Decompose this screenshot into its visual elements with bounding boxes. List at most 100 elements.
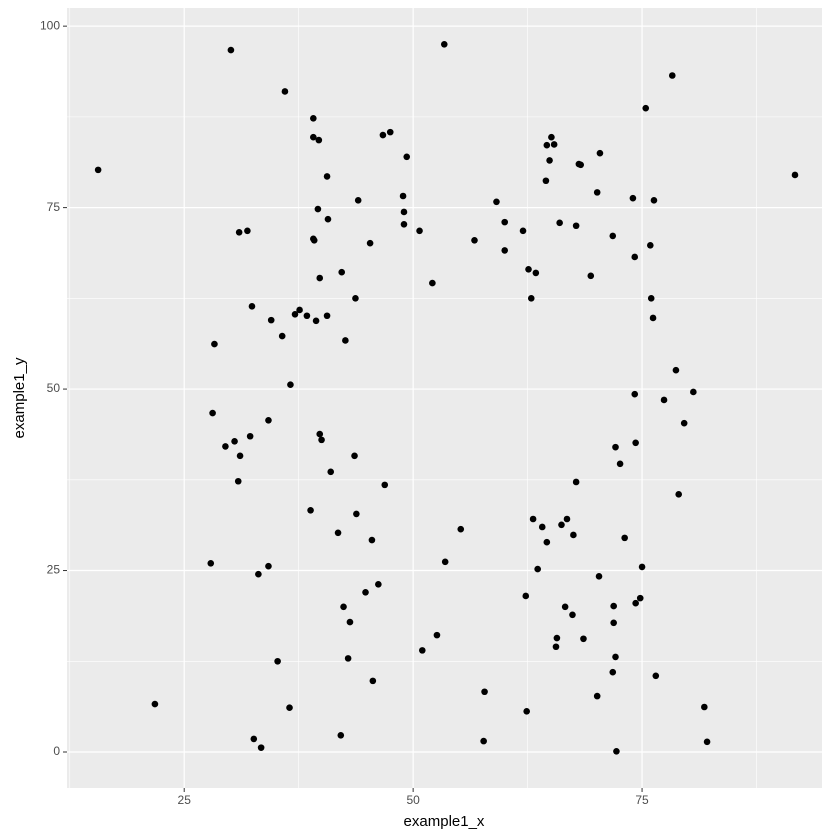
point	[342, 337, 349, 344]
point	[429, 279, 436, 287]
point	[381, 481, 389, 489]
point	[316, 274, 324, 282]
x-tick-label: 75	[635, 793, 649, 807]
point	[287, 381, 294, 389]
point	[621, 534, 628, 542]
point	[613, 747, 620, 755]
point	[457, 525, 465, 533]
point	[647, 242, 654, 249]
point	[303, 312, 311, 320]
point	[572, 478, 580, 486]
point	[543, 141, 551, 149]
point	[386, 128, 394, 136]
point	[577, 161, 585, 169]
point	[538, 523, 546, 531]
point	[556, 219, 563, 227]
point	[314, 205, 322, 213]
point	[612, 443, 619, 451]
point	[580, 635, 587, 643]
point	[563, 515, 571, 523]
point	[235, 228, 243, 236]
point	[596, 149, 604, 157]
point	[151, 700, 159, 708]
point	[334, 529, 342, 537]
point	[222, 443, 229, 450]
point	[307, 506, 314, 514]
point	[632, 439, 639, 447]
point	[246, 432, 254, 440]
point	[234, 477, 242, 485]
x-axis-title: example1_x	[404, 813, 485, 830]
point	[529, 515, 537, 523]
point	[338, 268, 346, 276]
point	[532, 269, 540, 277]
point	[244, 227, 251, 235]
point	[553, 634, 561, 642]
point	[207, 559, 215, 567]
point	[403, 153, 411, 161]
point	[668, 72, 676, 79]
point	[595, 573, 603, 580]
point	[94, 166, 102, 174]
point	[501, 247, 509, 254]
point	[471, 236, 478, 244]
point	[354, 197, 362, 204]
point	[609, 668, 617, 676]
point	[312, 317, 320, 325]
point	[418, 647, 426, 654]
point	[569, 611, 576, 619]
point	[649, 314, 657, 322]
point	[493, 198, 500, 206]
point	[337, 732, 345, 739]
y-axis-title: example1_y	[11, 357, 28, 438]
point	[433, 631, 441, 639]
point	[416, 227, 423, 235]
point	[227, 46, 235, 54]
point	[366, 239, 374, 247]
point	[647, 295, 655, 302]
point	[400, 221, 408, 228]
point	[546, 157, 553, 164]
point	[650, 197, 658, 204]
point	[680, 419, 688, 427]
point	[550, 141, 558, 148]
point	[265, 562, 272, 570]
point	[527, 295, 535, 302]
point	[231, 438, 238, 445]
point	[327, 468, 335, 476]
point	[340, 603, 347, 611]
x-tick-label: 25	[178, 793, 192, 807]
point	[642, 104, 650, 112]
point	[296, 306, 303, 314]
point	[310, 115, 317, 122]
point	[501, 218, 509, 226]
point	[612, 653, 619, 661]
point	[440, 40, 448, 48]
y-tick-label: 50	[47, 381, 61, 395]
point	[209, 409, 216, 417]
point	[629, 194, 637, 202]
point	[542, 177, 550, 185]
point	[265, 416, 272, 424]
point	[570, 531, 577, 539]
point	[701, 703, 708, 711]
point	[368, 536, 376, 544]
point	[593, 692, 601, 700]
point	[379, 131, 387, 139]
point	[211, 340, 218, 348]
point	[609, 232, 617, 240]
point	[362, 589, 369, 596]
point	[519, 227, 527, 235]
plot-background	[67, 8, 822, 788]
point	[631, 253, 639, 261]
point	[375, 581, 382, 588]
point	[561, 603, 569, 611]
point	[315, 136, 323, 144]
point	[672, 366, 680, 374]
point	[523, 708, 530, 715]
x-tick-label: 50	[406, 793, 420, 807]
point	[352, 295, 359, 302]
point	[791, 171, 799, 179]
point	[616, 460, 624, 468]
